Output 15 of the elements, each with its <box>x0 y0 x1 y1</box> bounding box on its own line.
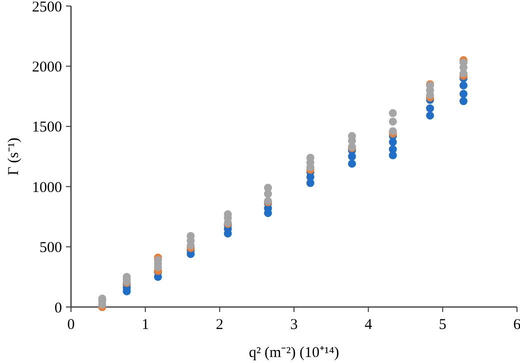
y-tick-label: 0 <box>54 300 62 316</box>
x-axis-title: q² (m⁻²) (10⁺¹⁴) <box>248 345 340 361</box>
x-tick-label: 2 <box>216 317 224 333</box>
x-tick-label: 1 <box>142 317 150 333</box>
x-tick-label: 3 <box>290 317 298 333</box>
x-tick-label: 6 <box>513 317 520 333</box>
y-tick-label: 2000 <box>32 59 62 76</box>
y-tick-label: 500 <box>40 240 62 256</box>
y-tick-label: 1500 <box>32 120 62 136</box>
y-tick-label: 1000 <box>32 180 62 196</box>
y-tick-label: 2500 <box>32 0 62 16</box>
x-tick-label: 0 <box>67 317 75 333</box>
x-tick-label: 4 <box>364 317 373 333</box>
x-tick-label: 5 <box>438 317 446 333</box>
y-axis-title: Γ (s⁻¹) <box>6 138 22 176</box>
